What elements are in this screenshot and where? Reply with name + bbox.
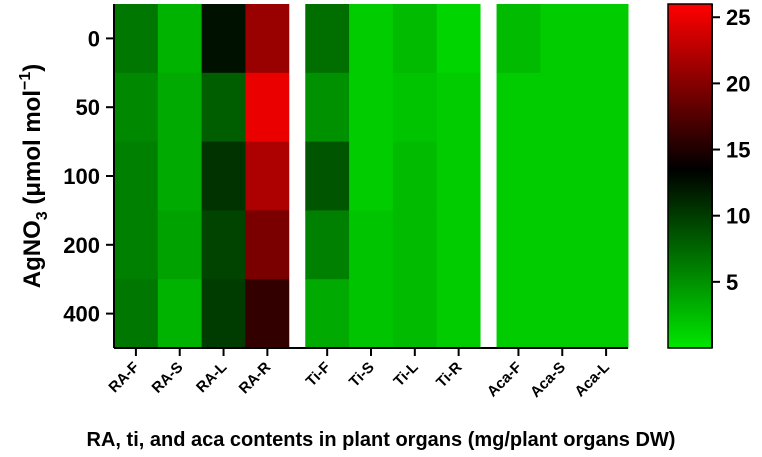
colorbar-tick-label: 15 bbox=[726, 138, 750, 163]
heatmap-cell bbox=[114, 210, 159, 280]
heatmap-cell bbox=[157, 4, 203, 74]
heatmap-cell bbox=[305, 279, 350, 349]
heatmap-cell bbox=[349, 72, 394, 143]
heatmap-cell bbox=[392, 72, 438, 143]
heatmap-cell bbox=[349, 279, 394, 349]
column-gap bbox=[480, 210, 498, 280]
heatmap-cell bbox=[157, 279, 203, 349]
x-tick-label: RA-R bbox=[236, 359, 275, 398]
x-tick-label: RA-L bbox=[193, 359, 230, 396]
heatmap-cell bbox=[201, 4, 246, 74]
heatmap-cell bbox=[584, 210, 629, 280]
heatmap-cell bbox=[245, 72, 290, 143]
heatmap-cell bbox=[540, 210, 585, 280]
heatmap-cell bbox=[305, 210, 350, 280]
column-gap bbox=[480, 141, 498, 211]
heatmap-cell bbox=[305, 72, 350, 143]
y-axis: 0 50 100 200 400 bbox=[63, 4, 115, 348]
heatmap-cell bbox=[392, 279, 438, 349]
x-axis: RA-F RA-S RA-L RA-R Ti-F Ti-S Ti-L Ti-R Aca-F Aca… bbox=[105, 347, 628, 401]
x-tick-label: RA-S bbox=[149, 359, 187, 397]
heatmap-cell bbox=[436, 4, 482, 74]
heatmap-cell bbox=[245, 210, 290, 280]
x-tick-label: Ti-S bbox=[346, 359, 378, 391]
heatmap-cell bbox=[584, 279, 629, 349]
column-gap bbox=[289, 72, 306, 143]
heatmap-cell bbox=[436, 72, 482, 143]
colorbar-tick-label: 5 bbox=[726, 270, 738, 295]
heatmap-cell bbox=[245, 4, 290, 74]
heatmap-cell bbox=[540, 4, 585, 74]
heatmap-cell bbox=[114, 4, 159, 74]
y-tick-label: 400 bbox=[63, 302, 100, 327]
heatmap-cell bbox=[114, 141, 159, 211]
x-tick-label: Ti-F bbox=[303, 359, 334, 390]
x-tick-label: Ti-R bbox=[433, 359, 466, 392]
heatmap-cell bbox=[436, 141, 482, 211]
heatmap-cell bbox=[201, 141, 246, 211]
x-tick-label: Ti-L bbox=[390, 359, 421, 390]
colorbar-tick-label: 10 bbox=[726, 204, 750, 229]
x-tick-label: RA-F bbox=[105, 359, 142, 396]
heatmap-cell bbox=[305, 141, 350, 211]
heatmap-cell bbox=[114, 279, 159, 349]
column-gap bbox=[289, 141, 306, 211]
heatmap-cell bbox=[305, 4, 350, 74]
heatmap-cell bbox=[245, 279, 290, 349]
heatmap-cell bbox=[496, 210, 541, 280]
heatmap-cell bbox=[584, 4, 629, 74]
column-gap bbox=[289, 210, 306, 280]
colorbar: 5 10 15 20 25 bbox=[667, 3, 750, 349]
heatmap-cell bbox=[496, 141, 541, 211]
heatmap-cell bbox=[540, 279, 585, 349]
y-axis-title: AgNO3 (μmol mol−1) bbox=[17, 64, 51, 289]
colorbar-gradient bbox=[667, 3, 713, 349]
x-tick-label: Aca-S bbox=[527, 359, 569, 401]
heatmap-cell bbox=[201, 72, 246, 143]
heatmap-cell bbox=[392, 210, 438, 280]
y-tick-label: 100 bbox=[63, 164, 100, 189]
heatmap-cell bbox=[114, 72, 159, 143]
heatmap-cell bbox=[157, 141, 203, 211]
heatmap-cell bbox=[392, 4, 438, 74]
column-gap bbox=[480, 72, 498, 143]
colorbar-tick-label: 20 bbox=[726, 71, 750, 96]
column-gap bbox=[289, 4, 306, 74]
heatmap-cell bbox=[540, 141, 585, 211]
y-tick-label: 0 bbox=[88, 26, 100, 51]
y-tick-label: 200 bbox=[63, 233, 100, 258]
heatmap-cell bbox=[496, 72, 541, 143]
heatmap-cell bbox=[436, 279, 482, 349]
heatmap-cell bbox=[349, 210, 394, 280]
x-tick-label: Aca-L bbox=[571, 359, 612, 400]
column-gap bbox=[480, 4, 498, 74]
column-gap bbox=[289, 279, 306, 349]
heatmap-cell bbox=[436, 210, 482, 280]
heatmap-cell bbox=[496, 4, 541, 74]
heatmap-cell bbox=[349, 4, 394, 74]
heatmap-cell bbox=[157, 210, 203, 280]
heatmap-cell bbox=[201, 210, 246, 280]
heatmap-cell bbox=[349, 141, 394, 211]
x-tick-label: Aca-F bbox=[484, 359, 525, 400]
heatmap-cell bbox=[157, 72, 203, 143]
column-gap bbox=[480, 279, 498, 349]
x-axis-title: RA, ti, and aca contents in plant organs… bbox=[87, 429, 676, 451]
colorbar-tick-label: 25 bbox=[726, 5, 750, 30]
heatmap-cell bbox=[201, 279, 246, 349]
heatmap-cell bbox=[245, 141, 290, 211]
heatmap-cell bbox=[496, 279, 541, 349]
heatmap-cells bbox=[114, 4, 629, 349]
heatmap-cell bbox=[584, 141, 629, 211]
heatmap-cell bbox=[540, 72, 585, 143]
heatmap-cell bbox=[392, 141, 438, 211]
y-tick-label: 50 bbox=[76, 95, 100, 120]
heatmap-cell bbox=[584, 72, 629, 143]
